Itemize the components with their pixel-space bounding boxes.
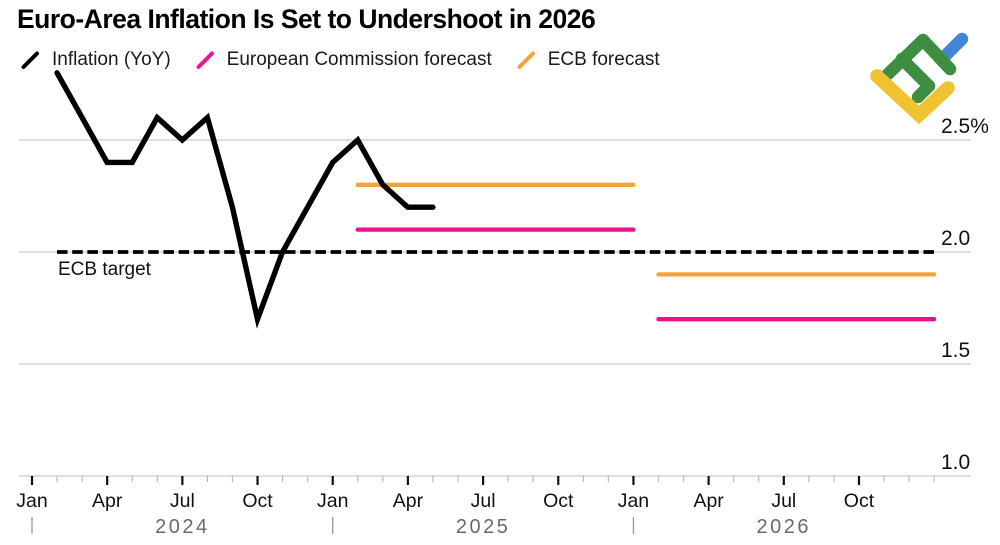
x-axis-year-label: 2024	[155, 516, 210, 538]
chart-title: Euro-Area Inflation Is Set to Undershoot…	[17, 4, 596, 34]
y-axis-tick-label: 1.5	[941, 339, 970, 362]
line-swatch-icon	[517, 51, 535, 69]
line-swatch-icon	[21, 51, 39, 69]
x-axis-month-label: Oct	[242, 490, 273, 512]
y-axis-tick-label: 2.5%	[941, 115, 989, 138]
legend-label: European Commission forecast	[226, 49, 492, 70]
chart-legend: Inflation (YoY) European Commission fore…	[20, 49, 660, 71]
x-axis-month-label: Jul	[471, 490, 496, 512]
x-axis-month-label: Jul	[771, 490, 796, 512]
x-axis-month-label: Jan	[618, 490, 649, 512]
legend-item-ec-forecast: European Commission forecast	[195, 49, 492, 71]
x-axis-year-label: 2026	[757, 516, 812, 538]
litefinance-logo-icon	[870, 32, 969, 125]
x-axis-month-label: Oct	[543, 490, 574, 512]
x-axis-month-label: Jul	[170, 490, 195, 512]
y-axis-tick-label: 1.0	[941, 451, 970, 474]
legend-label: Inflation (YoY)	[52, 49, 171, 70]
legend-item-inflation: Inflation (YoY)	[20, 49, 171, 71]
x-axis-month-label: Jan	[16, 490, 47, 512]
line-swatch-icon	[196, 51, 214, 69]
legend-label: ECB forecast	[547, 49, 660, 70]
legend-item-ecb-forecast: ECB forecast	[516, 49, 660, 71]
x-axis-month-label: Apr	[693, 490, 724, 512]
y-axis-tick-label: 2.0	[941, 227, 970, 250]
inflation-line	[54, 70, 436, 329]
x-axis-year-label: 2025	[456, 516, 511, 538]
x-axis-month-label: Oct	[844, 490, 875, 512]
x-axis-month-label: Apr	[92, 490, 123, 512]
ecb-target-label: ECB target	[58, 259, 152, 280]
x-axis-month-label: Apr	[393, 490, 424, 512]
x-axis-month-label: Jan	[317, 490, 348, 512]
